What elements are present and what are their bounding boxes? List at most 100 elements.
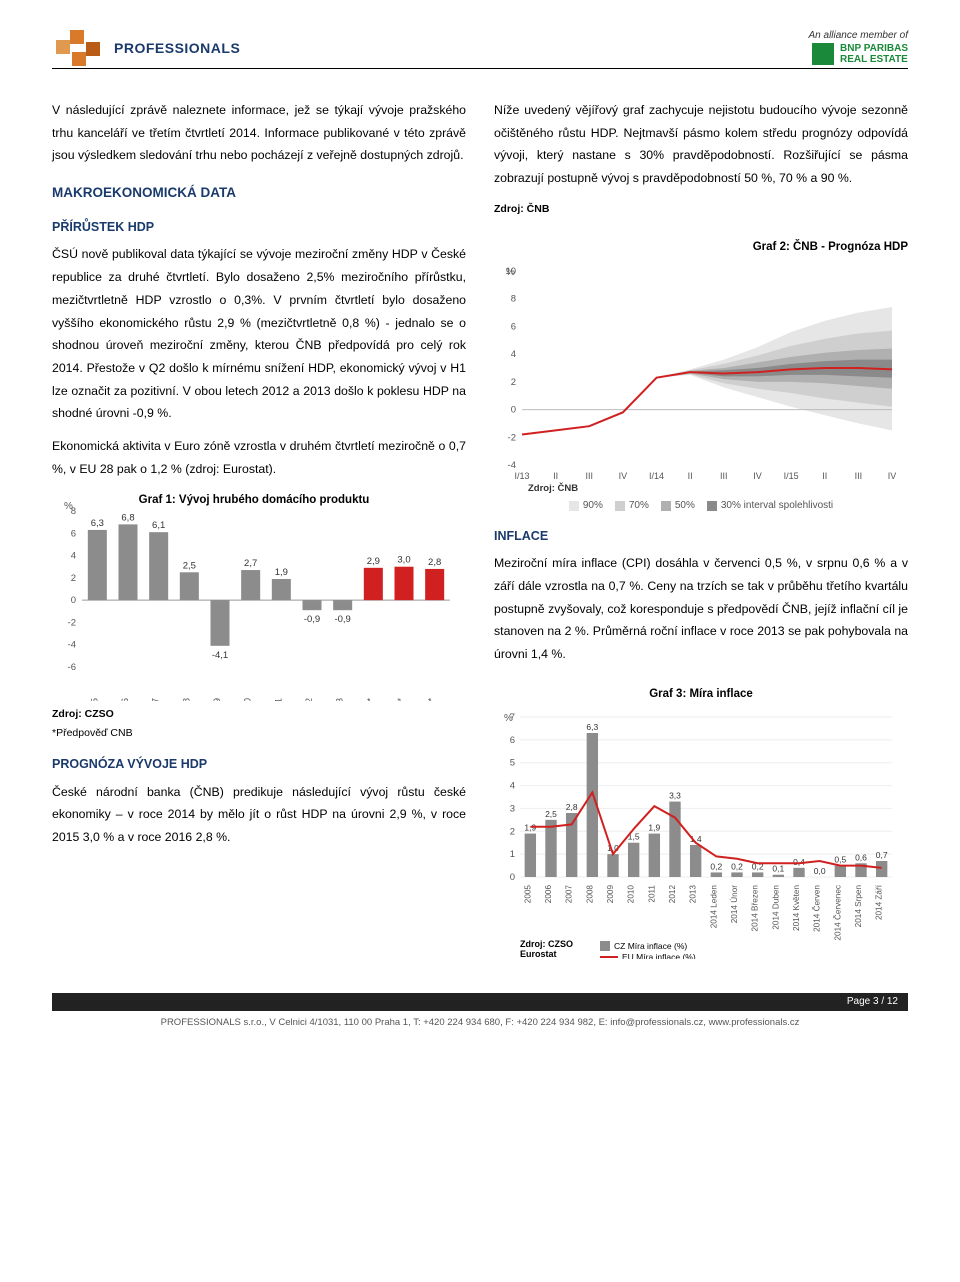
svg-text:6,3: 6,3	[91, 518, 104, 529]
svg-text:5: 5	[510, 758, 515, 769]
svg-text:2007: 2007	[151, 698, 161, 701]
svg-text:I/15: I/15	[784, 471, 799, 481]
inflation-paragraph: Meziroční míra inflace (CPI) dosáhla v č…	[494, 552, 908, 666]
svg-text:2015*: 2015*	[396, 697, 406, 700]
svg-text:2008: 2008	[585, 885, 594, 904]
svg-text:-2: -2	[68, 617, 76, 628]
svg-text:EU Míra inflace (%): EU Míra inflace (%)	[622, 952, 696, 959]
svg-text:CZ Míra inflace (%): CZ Míra inflace (%)	[614, 941, 687, 951]
chart3-title: Graf 3: Míra inflace	[494, 684, 908, 705]
svg-text:2014 Únor: 2014 Únor	[729, 885, 739, 924]
svg-text:2008: 2008	[181, 698, 191, 701]
logo-text: PROFESSIONALS	[114, 40, 240, 56]
svg-text:IV: IV	[753, 471, 762, 481]
svg-text:2006: 2006	[544, 885, 553, 904]
svg-text:6,1: 6,1	[152, 520, 165, 531]
svg-text:2: 2	[510, 826, 515, 837]
svg-text:8: 8	[511, 293, 516, 304]
svg-text:III: III	[855, 471, 863, 481]
chart2-title: Graf 2: ČNB - Prognóza HDP	[494, 237, 908, 258]
svg-text:2014 Duben: 2014 Duben	[771, 885, 780, 930]
svg-text:IV: IV	[619, 471, 628, 481]
gdp-paragraph-1: ČSÚ nově publikoval data týkající se výv…	[52, 243, 466, 425]
svg-text:III: III	[586, 471, 594, 481]
svg-text:2014 Leden: 2014 Leden	[709, 885, 718, 929]
svg-text:0: 0	[511, 404, 516, 415]
gdp-heading: PŘÍRŮSTEK HDP	[52, 216, 466, 239]
svg-text:2014 Březen: 2014 Březen	[751, 885, 760, 932]
svg-text:2011: 2011	[273, 698, 283, 701]
content-two-col: V následující zprávě naleznete informace…	[0, 69, 960, 969]
svg-text:-4: -4	[508, 460, 516, 471]
svg-text:2012: 2012	[304, 698, 314, 701]
macro-heading: MAKROEKONOMICKÁ DATA	[52, 181, 466, 206]
svg-text:10: 10	[505, 266, 516, 277]
svg-text:2005: 2005	[89, 698, 99, 701]
svg-text:-4,1: -4,1	[212, 649, 228, 660]
svg-text:0,1: 0,1	[772, 864, 784, 874]
svg-text:6: 6	[511, 321, 516, 332]
svg-text:2014 Září: 2014 Září	[875, 884, 884, 920]
svg-text:-6: -6	[68, 662, 76, 673]
svg-text:2005: 2005	[523, 885, 532, 904]
svg-text:Zdroj: ČNB: Zdroj: ČNB	[528, 482, 578, 493]
svg-text:-0,9: -0,9	[334, 614, 350, 625]
svg-text:2014 Červen: 2014 Červen	[812, 885, 822, 932]
footer-contact: PROFESSIONALS s.r.o., V Celnici 4/1031, …	[0, 1017, 960, 1028]
svg-text:4: 4	[511, 349, 516, 360]
svg-text:II: II	[822, 471, 827, 481]
svg-text:II: II	[688, 471, 693, 481]
forecast-paragraph: České národní banka (ČNB) predikuje násl…	[52, 781, 466, 849]
svg-text:3,0: 3,0	[397, 554, 410, 565]
page-root: PROFESSIONALS An alliance member of BNP …	[0, 0, 960, 1028]
svg-text:1: 1	[510, 849, 515, 860]
svg-text:0,2: 0,2	[731, 862, 743, 872]
svg-text:0,7: 0,7	[876, 850, 888, 860]
svg-text:-2: -2	[508, 432, 516, 443]
svg-text:2014*: 2014*	[365, 697, 375, 700]
svg-text:-0,9: -0,9	[304, 614, 320, 625]
svg-text:1,9: 1,9	[275, 567, 288, 578]
svg-text:6: 6	[71, 528, 76, 539]
chart2-fan: %-4-20246810I/13IIIIIIVI/14IIIIIIVI/15II…	[494, 263, 908, 493]
chart1-title-text: Graf 1: Vývoj hrubého domácího produktu	[139, 494, 370, 506]
svg-text:Eurostat: Eurostat	[520, 949, 557, 959]
bnp-square-icon	[812, 43, 834, 65]
svg-text:2,9: 2,9	[367, 555, 380, 566]
svg-text:0,5: 0,5	[834, 855, 846, 865]
svg-text:1,9: 1,9	[648, 823, 660, 833]
svg-text:6,3: 6,3	[586, 722, 598, 732]
logo-right: An alliance member of BNP PARIBAS REAL E…	[809, 30, 909, 65]
svg-text:2012: 2012	[668, 885, 677, 904]
svg-text:2: 2	[71, 572, 76, 583]
svg-text:2006: 2006	[120, 698, 130, 701]
page-number-bar: Page 3 / 12	[52, 993, 908, 1011]
svg-text:2016*: 2016*	[427, 697, 437, 700]
svg-text:4: 4	[510, 781, 515, 792]
svg-text:0: 0	[510, 872, 515, 883]
bnp-brand: BNP PARIBAS REAL ESTATE	[840, 43, 908, 65]
svg-text:Zdroj: CZSO: Zdroj: CZSO	[520, 939, 573, 949]
top-bar: PROFESSIONALS An alliance member of BNP …	[0, 0, 960, 62]
svg-text:2013: 2013	[689, 885, 698, 904]
svg-text:2,8: 2,8	[566, 802, 578, 812]
svg-text:3: 3	[510, 804, 515, 815]
logo-blocks-icon	[52, 30, 108, 66]
svg-text:2014 Srpen: 2014 Srpen	[854, 885, 863, 928]
svg-text:2011: 2011	[647, 885, 656, 903]
svg-text:2009: 2009	[606, 885, 615, 904]
svg-text:0,0: 0,0	[814, 866, 826, 876]
svg-text:I/14: I/14	[649, 471, 664, 481]
chart2-source-top: Zdroj: ČNB	[494, 200, 908, 219]
svg-text:2010: 2010	[243, 698, 253, 701]
svg-text:6,8: 6,8	[121, 512, 134, 523]
forecast-heading: PROGNÓZA VÝVOJE HDP	[52, 753, 466, 776]
svg-text:2,5: 2,5	[183, 560, 196, 571]
svg-text:0: 0	[71, 595, 76, 606]
svg-text:2009: 2009	[212, 698, 222, 701]
chart1-source: Zdroj: CZSO *Předpověď CNB	[52, 705, 466, 744]
svg-text:8: 8	[71, 506, 76, 517]
chart1-bar: Graf 1: Vývoj hrubého domácího produktu%…	[52, 491, 466, 701]
svg-text:2,7: 2,7	[244, 558, 257, 569]
right-column: Níže uvedený vějířový graf zachycuje nej…	[494, 99, 908, 959]
